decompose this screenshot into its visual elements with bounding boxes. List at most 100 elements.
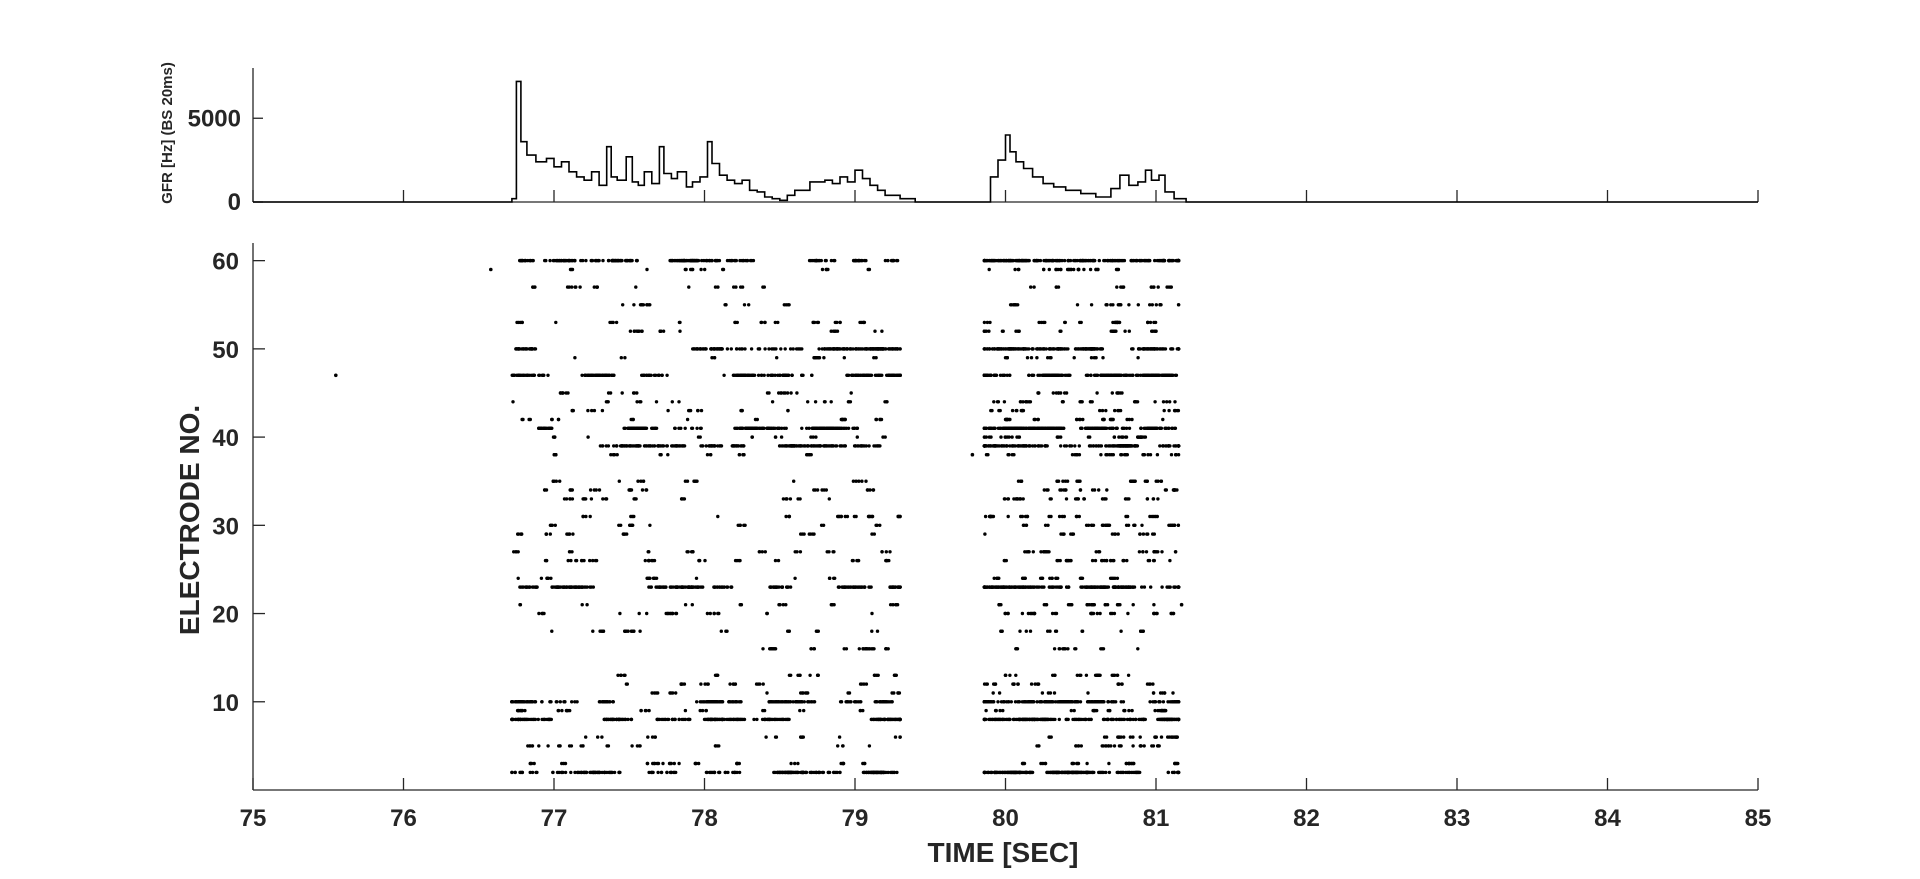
spike-mark bbox=[1076, 761, 1081, 766]
spike-mark bbox=[617, 479, 621, 483]
spike-mark bbox=[737, 770, 742, 775]
spike-mark bbox=[1121, 585, 1125, 589]
spike-mark bbox=[888, 550, 892, 554]
spike-mark bbox=[1132, 761, 1136, 766]
spike-mark bbox=[653, 735, 657, 739]
spike-mark bbox=[621, 532, 626, 536]
spike-mark bbox=[873, 673, 877, 677]
spike-mark bbox=[553, 523, 557, 527]
spike-mark bbox=[563, 700, 567, 704]
spike-mark bbox=[704, 770, 709, 775]
spike-mark bbox=[1085, 585, 1089, 589]
spike-mark bbox=[1064, 717, 1068, 722]
spike-mark bbox=[982, 426, 987, 430]
spike-mark bbox=[1132, 585, 1137, 589]
spike-mark bbox=[698, 700, 702, 704]
spike-mark bbox=[726, 717, 731, 722]
spike-mark bbox=[798, 708, 802, 713]
spike-mark bbox=[701, 444, 705, 448]
spike-mark bbox=[1066, 585, 1071, 589]
spike-mark bbox=[738, 603, 742, 607]
spike-mark bbox=[1100, 558, 1104, 563]
spike-mark bbox=[1117, 682, 1121, 686]
spike-mark bbox=[677, 717, 681, 722]
spike-mark bbox=[715, 717, 720, 722]
spike-mark bbox=[1097, 550, 1101, 554]
spike-mark bbox=[548, 532, 552, 536]
spike-mark bbox=[1040, 691, 1045, 695]
spike-mark bbox=[776, 558, 781, 563]
spike-mark bbox=[1133, 523, 1137, 527]
spike-mark bbox=[779, 391, 783, 395]
spike-mark bbox=[849, 585, 853, 589]
spike-mark bbox=[1141, 629, 1145, 633]
spike-mark bbox=[789, 391, 793, 395]
spike-mark bbox=[1131, 717, 1135, 722]
spike-mark bbox=[554, 453, 558, 457]
spike-mark bbox=[639, 400, 643, 404]
spike-mark bbox=[997, 691, 1002, 695]
spike-mark bbox=[656, 761, 661, 766]
spike-mark bbox=[597, 700, 602, 704]
spike-mark bbox=[1154, 550, 1159, 554]
spike-mark bbox=[510, 770, 514, 775]
spike-mark bbox=[985, 682, 989, 686]
spike-mark bbox=[999, 585, 1003, 589]
spike-mark bbox=[689, 585, 693, 589]
spike-mark bbox=[773, 435, 778, 439]
spike-mark bbox=[1056, 558, 1060, 563]
spike-mark bbox=[755, 426, 759, 430]
spike-mark bbox=[1059, 532, 1063, 536]
spike-mark bbox=[701, 700, 705, 704]
spike-mark bbox=[1039, 550, 1043, 554]
spike-mark bbox=[864, 373, 869, 377]
spike-mark bbox=[1133, 479, 1137, 483]
spike-mark bbox=[893, 735, 898, 739]
spike-mark bbox=[641, 479, 646, 483]
spike-mark bbox=[1137, 550, 1142, 554]
spike-mark bbox=[835, 426, 839, 430]
spike-mark bbox=[1063, 373, 1067, 377]
spike-mark bbox=[788, 497, 793, 501]
spike-mark bbox=[549, 523, 553, 527]
spike-mark bbox=[982, 435, 987, 439]
spike-mark bbox=[809, 444, 813, 448]
spike-mark bbox=[799, 691, 803, 695]
spike-mark bbox=[598, 444, 603, 448]
spike-mark bbox=[1080, 585, 1084, 589]
spike-mark bbox=[660, 585, 664, 589]
spike-mark bbox=[1176, 408, 1181, 413]
spike-mark bbox=[626, 717, 630, 722]
spike-mark bbox=[737, 453, 742, 457]
spike-mark bbox=[1032, 717, 1037, 722]
spike-mark bbox=[1035, 682, 1040, 686]
spike-mark bbox=[1107, 770, 1112, 775]
spike-mark bbox=[1161, 708, 1165, 713]
spike-mark bbox=[1160, 550, 1164, 554]
spike-mark bbox=[875, 523, 879, 527]
spike-mark bbox=[850, 373, 854, 377]
spike-mark bbox=[1004, 673, 1008, 677]
spike-mark bbox=[723, 770, 727, 775]
spike-mark bbox=[810, 770, 814, 775]
spike-mark bbox=[568, 488, 572, 492]
spike-mark bbox=[1042, 585, 1046, 589]
spike-mark bbox=[1107, 761, 1111, 766]
spike-mark bbox=[1090, 611, 1094, 616]
spike-mark bbox=[992, 400, 996, 404]
spike-mark bbox=[1062, 647, 1066, 651]
spike-mark bbox=[1111, 444, 1115, 448]
spike-mark bbox=[1031, 426, 1036, 430]
spike-mark bbox=[1043, 700, 1047, 704]
spike-mark bbox=[1120, 391, 1124, 395]
spike-mark bbox=[580, 603, 584, 607]
spike-mark bbox=[1006, 770, 1011, 775]
spike-mark bbox=[988, 426, 993, 430]
spike-mark bbox=[805, 453, 809, 457]
spike-mark bbox=[843, 417, 847, 422]
spike-mark bbox=[607, 373, 611, 377]
spike-mark bbox=[778, 603, 782, 607]
spike-mark bbox=[756, 682, 760, 686]
spike-mark bbox=[1022, 717, 1026, 722]
spike-mark bbox=[771, 700, 775, 704]
